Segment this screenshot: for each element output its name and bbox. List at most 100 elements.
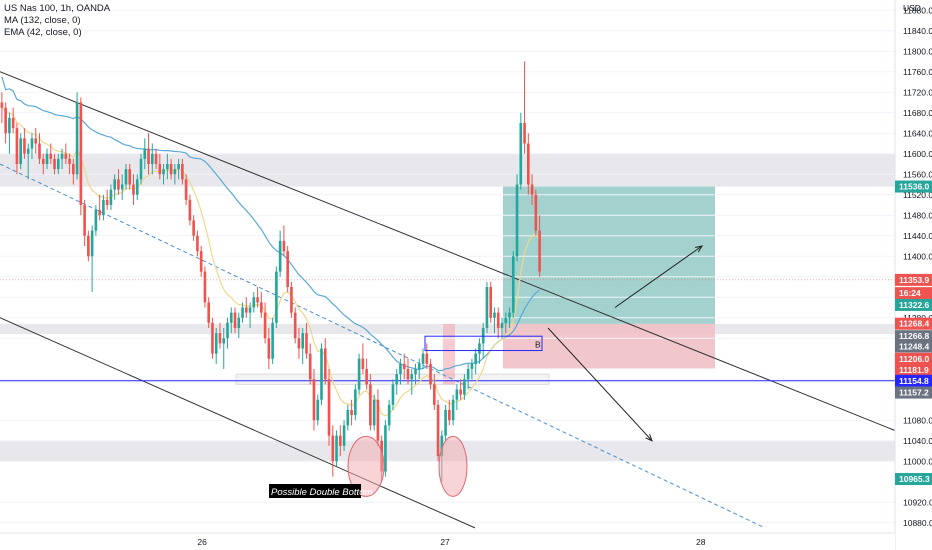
candle-81-body (305, 333, 308, 354)
candle-102-body (384, 425, 387, 472)
candle-16-body (60, 153, 64, 159)
chart-legend: US Nas 100, 1h, OANDA MA (132, close, 0)… (4, 3, 110, 39)
y-tick-11: 11440.0 (903, 231, 932, 241)
marker-box (424, 335, 543, 352)
candle-15-body (56, 158, 60, 170)
price-tag-10: 11157.2 (899, 388, 929, 398)
candle-25-body (94, 210, 98, 231)
candle-38-body (143, 148, 147, 159)
candle-136-body (511, 256, 515, 313)
candle-124-body (466, 369, 470, 380)
candle-5-body (19, 138, 22, 164)
candle-95-body (357, 358, 361, 390)
sr-zone-0 (0, 153, 895, 187)
candle-141-body (530, 184, 534, 195)
candle-12-body (45, 153, 49, 164)
y-tick-1: 10920.0 (903, 497, 932, 507)
candle-91-body (342, 425, 346, 446)
candle-22-body (83, 205, 86, 236)
candle-2-body (8, 117, 11, 134)
candle-133-body (500, 322, 504, 328)
candle-56-body (211, 322, 214, 354)
candle-80-body (301, 333, 305, 349)
candle-126-body (474, 353, 477, 364)
annotation-label-bg (269, 484, 361, 498)
price-tag-9: 11154.8 (899, 376, 929, 386)
y-tick-19: 11760.0 (903, 67, 932, 77)
y-tick-0: 10880.0 (903, 518, 932, 528)
price-tag-8-bg (895, 364, 932, 377)
candle-32-body (120, 184, 124, 190)
candle-3-body (11, 117, 15, 129)
candle-58-body (218, 333, 222, 344)
ema-line (1, 107, 541, 417)
candle-23-body (87, 235, 90, 257)
candle-93-body (350, 410, 353, 416)
bullish-projection-arrow-head (695, 245, 704, 253)
candle-99-body (372, 399, 376, 426)
candle-139-body (523, 123, 526, 144)
candle-117-body (440, 435, 444, 457)
candle-127-body (478, 343, 481, 354)
candle-42-body (158, 164, 162, 175)
price-tag-0-bg (895, 180, 932, 193)
candle-70-body (263, 312, 267, 339)
price-tag-1-bg (895, 273, 932, 286)
price-tag-2: 16:24 (899, 288, 921, 298)
candle-20-body (75, 102, 79, 175)
annotation-label: Possible Double Bottom (271, 487, 372, 498)
candle-137-body (515, 184, 519, 257)
candle-29-body (109, 189, 113, 205)
candle-51-body (192, 220, 195, 236)
double-bottom-circle-2 (438, 435, 468, 497)
x-tick-2: 28 (696, 537, 706, 547)
candle-142-body (534, 194, 538, 231)
candle-61-body (229, 312, 233, 323)
candle-79-body (297, 338, 301, 349)
candle-74-body (278, 240, 282, 272)
candle-71-body (267, 338, 271, 359)
price-tag-6: 11248.4 (899, 341, 930, 351)
candle-33-body (124, 169, 128, 185)
candle-104-body (391, 384, 395, 405)
y-tick-22: 11880.0 (903, 5, 932, 15)
price-tag-8: 11181.9 (899, 365, 929, 375)
trendline-upper (0, 71, 896, 431)
trendline-lower (0, 317, 476, 529)
candle-128-body (481, 328, 485, 344)
price-tag-5: 11266.8 (899, 331, 930, 341)
candle-76-body (286, 251, 289, 287)
candle-45-body (169, 164, 173, 175)
price-tag-2-bg (895, 287, 932, 300)
candle-94-body (354, 389, 357, 416)
candle-138-body (519, 123, 523, 185)
candle-62-body (233, 312, 237, 328)
bearish-projection-arrow (547, 327, 653, 442)
candle-9-body (34, 138, 38, 144)
candle-122-body (459, 389, 462, 395)
candle-1-body (4, 107, 7, 134)
y-tick-2: 11000.0 (903, 456, 932, 466)
candle-40-body (150, 153, 154, 164)
candle-105-body (395, 374, 399, 385)
candle-37-body (139, 158, 143, 180)
candle-112-body (421, 353, 425, 364)
x-tick-0: 26 (197, 537, 207, 547)
candle-6-body (23, 138, 26, 154)
candle-7-body (26, 148, 30, 154)
price-tag-7: 11206.0 (899, 354, 930, 364)
candle-36-body (135, 179, 139, 195)
candle-68-body (256, 297, 259, 303)
candle-88-body (331, 435, 335, 462)
candle-60-body (226, 322, 229, 339)
candle-24-body (90, 230, 94, 257)
candle-116-body (436, 404, 440, 457)
price-tag-0: 11536.0 (899, 182, 930, 192)
candle-134-body (504, 317, 508, 323)
candle-83-body (312, 379, 316, 421)
candle-72-body (271, 322, 274, 359)
candle-8-body (30, 138, 34, 149)
ma-line (1, 76, 540, 372)
